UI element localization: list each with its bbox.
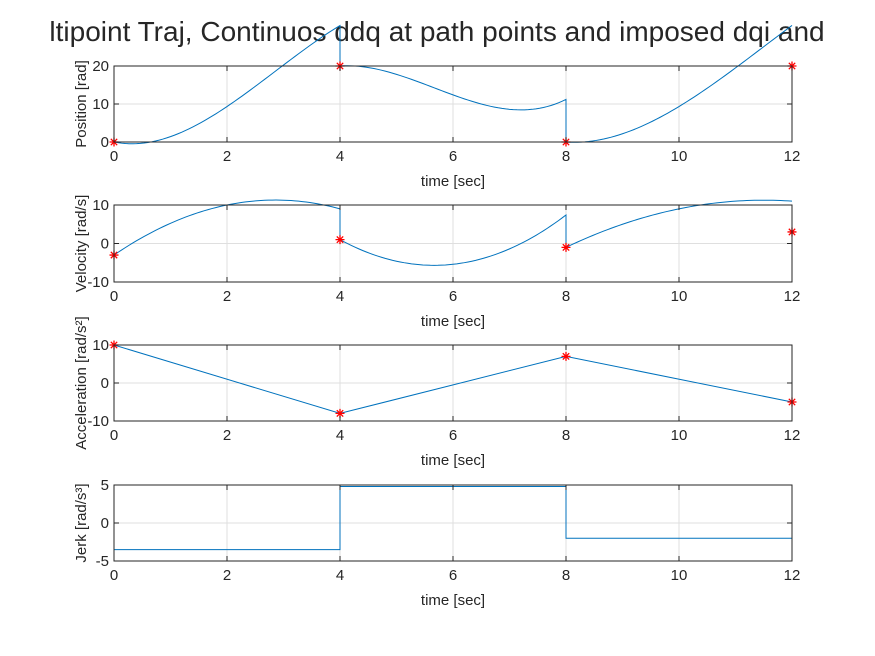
jerk-x-tick-label: 2 xyxy=(223,567,231,584)
acceleration-x-tick-label: 12 xyxy=(784,427,801,444)
position-y-axis-label: Position [rad] xyxy=(73,60,90,148)
position-x-tick-label: 8 xyxy=(562,148,570,165)
acceleration-y-tick-label: 10 xyxy=(92,337,109,354)
velocity-x-tick-label: 10 xyxy=(671,288,688,305)
position-x-axis-label: time [sec] xyxy=(421,173,485,190)
velocity-x-axis-label: time [sec] xyxy=(421,313,485,330)
acceleration-path-point-marker xyxy=(561,351,571,361)
acceleration-x-tick-label: 2 xyxy=(223,427,231,444)
jerk-y-axis-label: Jerk [rad/s³] xyxy=(73,483,90,562)
acceleration-x-tick-label: 10 xyxy=(671,427,688,444)
position-x-tick-label: 12 xyxy=(784,148,801,165)
subplot-position: 0 2 4 6 8 10 12 0 10 20 time [sec] Position [rad] xyxy=(73,24,801,190)
velocity-path-point-marker xyxy=(335,235,345,245)
jerk-x-tick-label: 6 xyxy=(449,567,457,584)
position-y-tick-label: 0 xyxy=(101,134,109,151)
acceleration-y-tick-label: -10 xyxy=(87,413,109,430)
velocity-y-tick-label: 0 xyxy=(101,236,109,253)
velocity-x-tick-label: 6 xyxy=(449,288,457,305)
acceleration-y-axis-label: Acceleration [rad/s²] xyxy=(73,316,90,449)
jerk-x-tick-label: 12 xyxy=(784,567,801,584)
jerk-x-tick-label: 10 xyxy=(671,567,688,584)
jerk-x-tick-label: 4 xyxy=(336,567,344,584)
acceleration-x-tick-label: 8 xyxy=(562,427,570,444)
velocity-x-tick-label: 2 xyxy=(223,288,231,305)
acceleration-path-point-marker xyxy=(335,408,345,418)
velocity-y-tick-label: 10 xyxy=(92,197,109,214)
velocity-x-tick-label: 0 xyxy=(110,288,118,305)
position-series-line xyxy=(113,24,793,145)
position-x-tick-label: 0 xyxy=(110,148,118,165)
velocity-x-tick-label: 12 xyxy=(784,288,801,305)
acceleration-series-line xyxy=(113,344,793,414)
jerk-y-tick-label: 5 xyxy=(101,477,109,494)
velocity-x-tick-label: 4 xyxy=(336,288,344,305)
acceleration-x-tick-label: 4 xyxy=(336,427,344,444)
acceleration-y-tick-label: 0 xyxy=(101,375,109,392)
acceleration-x-tick-label: 0 xyxy=(110,427,118,444)
position-x-tick-label: 6 xyxy=(449,148,457,165)
figure-title: ltipoint Traj, Continuos ddq at path poi… xyxy=(49,16,824,47)
acceleration-x-axis-label: time [sec] xyxy=(421,452,485,469)
jerk-x-tick-label: 0 xyxy=(110,567,118,584)
position-x-tick-label: 10 xyxy=(671,148,688,165)
velocity-y-tick-label: -10 xyxy=(87,274,109,291)
acceleration-x-tick-label: 6 xyxy=(449,427,457,444)
jerk-x-tick-label: 8 xyxy=(562,567,570,584)
position-y-tick-label: 20 xyxy=(92,58,109,75)
velocity-y-axis-label: Velocity [rad/s] xyxy=(73,195,90,293)
jerk-x-axis-label: time [sec] xyxy=(421,592,485,609)
position-x-tick-label: 4 xyxy=(336,148,344,165)
position-x-tick-label: 2 xyxy=(223,148,231,165)
jerk-y-tick-label: -5 xyxy=(96,553,109,570)
position-y-tick-label: 10 xyxy=(92,96,109,113)
velocity-x-tick-label: 8 xyxy=(562,288,570,305)
jerk-y-tick-label: 0 xyxy=(101,515,109,532)
velocity-path-point-marker xyxy=(561,242,571,252)
